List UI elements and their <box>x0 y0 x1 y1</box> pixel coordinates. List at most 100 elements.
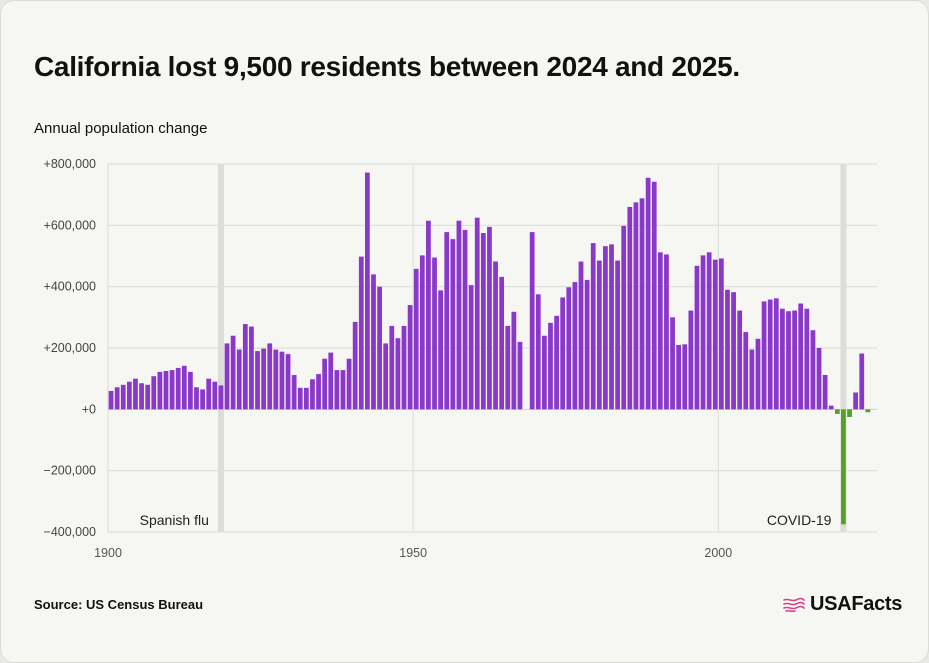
bar-1931 <box>297 387 303 410</box>
annotation-labels: Spanish flu COVID-19 <box>140 512 832 528</box>
bar-1988 <box>645 177 651 410</box>
bar-1919 <box>224 343 230 410</box>
bar-2004 <box>743 332 749 410</box>
bar-1945 <box>383 343 389 410</box>
bar-1984 <box>621 225 627 410</box>
bar-1946 <box>389 325 395 410</box>
source-note: Source: US Census Bureau <box>34 597 204 612</box>
bar-2014 <box>804 308 810 410</box>
bar-1916 <box>206 378 212 410</box>
bar-1920 <box>230 335 236 410</box>
axis-labels: +800,000 +600,000 +400,000 +200,000 +0 −200,0… <box>44 157 733 560</box>
bar-2020 <box>841 409 846 525</box>
bar-1997 <box>700 255 706 410</box>
bar-1912 <box>181 365 187 410</box>
grid-lines <box>107 163 877 533</box>
bar-1978 <box>584 279 590 410</box>
bar-2000 <box>718 258 724 410</box>
bar-1933 <box>310 379 315 410</box>
bar-1996 <box>694 265 700 410</box>
bar-chart: +800,000 +600,000 +400,000 +200,000 +0 −200,0… <box>44 157 877 560</box>
bar-1958 <box>462 229 468 410</box>
bar-1907 <box>151 376 157 410</box>
bar-1909 <box>163 371 169 410</box>
bar-1999 <box>712 259 718 410</box>
bars <box>108 172 871 525</box>
bar-1963 <box>493 261 498 410</box>
bar-1965 <box>505 325 511 410</box>
bar-1985 <box>627 206 633 410</box>
bar-1966 <box>511 311 517 410</box>
bar-1973 <box>554 315 559 410</box>
y-tick-label: −400,000 <box>44 525 97 539</box>
bar-1906 <box>145 384 151 410</box>
bar-1962 <box>487 226 492 410</box>
bar-1976 <box>572 282 578 410</box>
bar-2013 <box>798 303 804 410</box>
bar-1923 <box>249 326 254 410</box>
bar-1914 <box>194 387 199 410</box>
bar-1939 <box>346 358 352 410</box>
bar-1971 <box>541 335 547 410</box>
bar-1972 <box>548 322 553 410</box>
bar-1974 <box>560 297 566 410</box>
bar-2024 <box>865 409 871 413</box>
bar-1941 <box>358 256 364 410</box>
bar-2022 <box>853 392 859 410</box>
bar-1980 <box>596 260 602 410</box>
bar-1993 <box>676 344 682 410</box>
bar-2006 <box>755 338 761 410</box>
bar-2005 <box>749 349 755 410</box>
bar-1911 <box>175 367 181 410</box>
bar-1908 <box>157 371 163 410</box>
bar-2016 <box>816 348 822 410</box>
bar-1951 <box>419 255 425 410</box>
bar-1904 <box>133 378 138 410</box>
y-tick-label: +600,000 <box>44 218 97 232</box>
bar-1959 <box>468 285 474 410</box>
bar-2002 <box>731 292 736 410</box>
bar-1932 <box>303 387 309 410</box>
bar-1934 <box>316 374 321 410</box>
bar-1970 <box>535 294 541 410</box>
bar-1975 <box>566 287 572 410</box>
bar-1994 <box>682 344 688 410</box>
annotation-bands <box>217 164 847 532</box>
bar-1977 <box>578 261 584 410</box>
bar-1913 <box>188 371 193 410</box>
bar-2007 <box>761 301 767 410</box>
bar-1929 <box>285 354 291 410</box>
y-tick-label: +800,000 <box>44 157 97 171</box>
annotation-label: Spanish flu <box>140 512 209 528</box>
bar-1900 <box>108 390 114 410</box>
x-tick-label: 1950 <box>399 546 427 560</box>
bar-2012 <box>792 310 797 410</box>
bar-2010 <box>780 308 785 410</box>
bar-1918 <box>218 385 224 410</box>
bar-1949 <box>407 305 413 410</box>
bar-1903 <box>126 381 132 410</box>
x-tick-label: 1900 <box>94 546 122 560</box>
bar-1915 <box>200 389 205 410</box>
bar-1927 <box>273 349 279 410</box>
brand-logo[interactable]: USAFacts <box>782 593 902 616</box>
bar-1987 <box>639 198 645 410</box>
chart-title: California lost 9,500 residents between … <box>34 51 740 82</box>
annotation-band <box>840 164 847 532</box>
annotation-band <box>217 164 224 532</box>
axis-title: Annual population change <box>34 120 208 137</box>
bar-1917 <box>212 381 218 410</box>
bar-1942 <box>365 172 370 410</box>
bar-1926 <box>267 343 273 410</box>
bar-2021 <box>847 409 852 417</box>
bar-1940 <box>352 321 358 410</box>
bar-1936 <box>328 352 334 410</box>
bar-1955 <box>444 232 450 410</box>
bar-1990 <box>657 252 663 410</box>
bar-1957 <box>456 220 462 410</box>
bar-1947 <box>395 338 401 410</box>
bar-1956 <box>450 239 456 410</box>
bar-1921 <box>236 349 242 410</box>
bar-2008 <box>767 299 773 410</box>
